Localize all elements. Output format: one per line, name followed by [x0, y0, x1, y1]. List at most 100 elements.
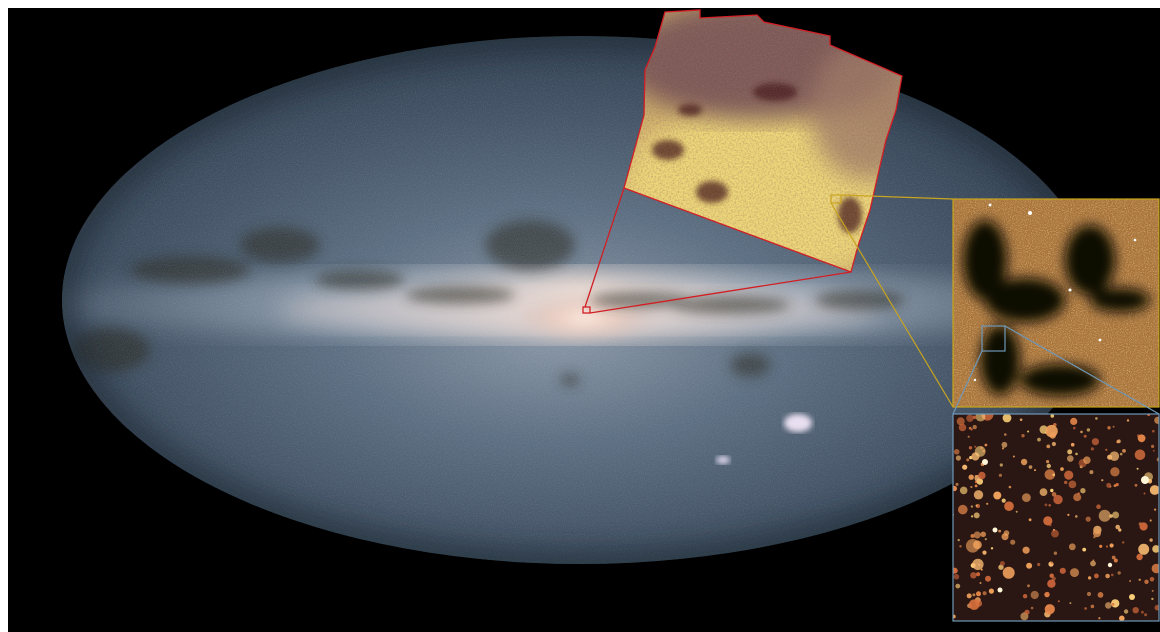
star: [1109, 451, 1120, 462]
star: [968, 474, 974, 480]
star: [1083, 456, 1091, 465]
star: [1001, 447, 1005, 450]
star: [1050, 561, 1053, 564]
star: [1154, 508, 1157, 511]
star: [1070, 568, 1079, 578]
star: [1075, 452, 1078, 456]
star: [1044, 604, 1055, 615]
star: [1134, 449, 1146, 461]
star: [1073, 493, 1082, 502]
star: [1151, 444, 1155, 448]
star: [1080, 488, 1086, 494]
star: [973, 490, 984, 500]
star: [1022, 546, 1030, 554]
star: [1090, 560, 1096, 567]
star: [975, 414, 986, 422]
star: [1119, 615, 1125, 621]
star: [1149, 538, 1153, 542]
star: [1149, 485, 1159, 495]
star: [1152, 449, 1155, 452]
star: [1046, 463, 1052, 469]
star: [980, 531, 986, 538]
zoom-connector-red: [582, 187, 852, 314]
star: [1048, 504, 1051, 507]
zoom-level-3: [952, 413, 1160, 622]
star: [1020, 458, 1028, 466]
star: [1059, 567, 1066, 574]
star: [1087, 576, 1092, 580]
bright-stars: [973, 203, 1137, 382]
star: [968, 446, 973, 450]
star: [1019, 418, 1023, 422]
star: [966, 593, 972, 599]
star: [980, 446, 983, 450]
star: [970, 572, 977, 579]
star: [957, 538, 960, 542]
star: [979, 582, 982, 584]
zoom-connector-blue: [952, 325, 1160, 415]
star: [973, 512, 980, 519]
star: [1105, 545, 1109, 548]
star: [1047, 579, 1056, 588]
star: [1044, 469, 1056, 480]
star: [1046, 444, 1051, 449]
star: [1028, 518, 1032, 522]
star: [972, 415, 977, 420]
star: [998, 473, 1003, 477]
star: [1107, 426, 1111, 430]
star: [1053, 494, 1063, 505]
star: [1057, 600, 1060, 603]
star: [1098, 617, 1101, 620]
star: [985, 575, 991, 582]
star: [1048, 523, 1052, 527]
star: [1064, 470, 1074, 480]
star: [1138, 578, 1141, 581]
star: [1037, 437, 1041, 442]
star: [1099, 544, 1103, 548]
star: [953, 485, 957, 492]
star: [958, 423, 967, 432]
star: [1010, 539, 1016, 545]
star: [1144, 579, 1149, 584]
star: [973, 540, 982, 550]
star: [1136, 467, 1139, 470]
star: [1112, 425, 1115, 428]
star: [998, 529, 1002, 533]
star: [1046, 604, 1049, 608]
star: [1046, 591, 1050, 595]
resolved-stars: [953, 414, 1159, 621]
star: [1111, 573, 1114, 577]
star: [972, 424, 977, 430]
star: [972, 558, 984, 571]
star: [1106, 482, 1112, 488]
star: [999, 561, 1005, 566]
star: [1051, 529, 1059, 538]
star: [1113, 484, 1117, 487]
star: [970, 505, 974, 508]
star: [1082, 547, 1087, 552]
star: [953, 573, 960, 580]
star: [970, 534, 975, 538]
star: [984, 538, 987, 541]
star: [1051, 441, 1056, 447]
star: [1151, 563, 1159, 574]
star: [976, 591, 981, 597]
star: [976, 572, 981, 577]
star: [958, 504, 968, 515]
star: [986, 502, 989, 505]
dark-nebula: [963, 220, 1150, 396]
star: [1089, 470, 1094, 475]
star: [982, 449, 986, 453]
star: [1149, 519, 1152, 522]
star: [1092, 529, 1102, 538]
star: [1154, 604, 1159, 611]
star: [1039, 488, 1048, 496]
bright-star: [997, 587, 1003, 593]
star: [1112, 511, 1120, 519]
star: [1068, 543, 1076, 551]
star: [975, 504, 978, 507]
star: [974, 474, 978, 478]
star: [1002, 414, 1012, 423]
